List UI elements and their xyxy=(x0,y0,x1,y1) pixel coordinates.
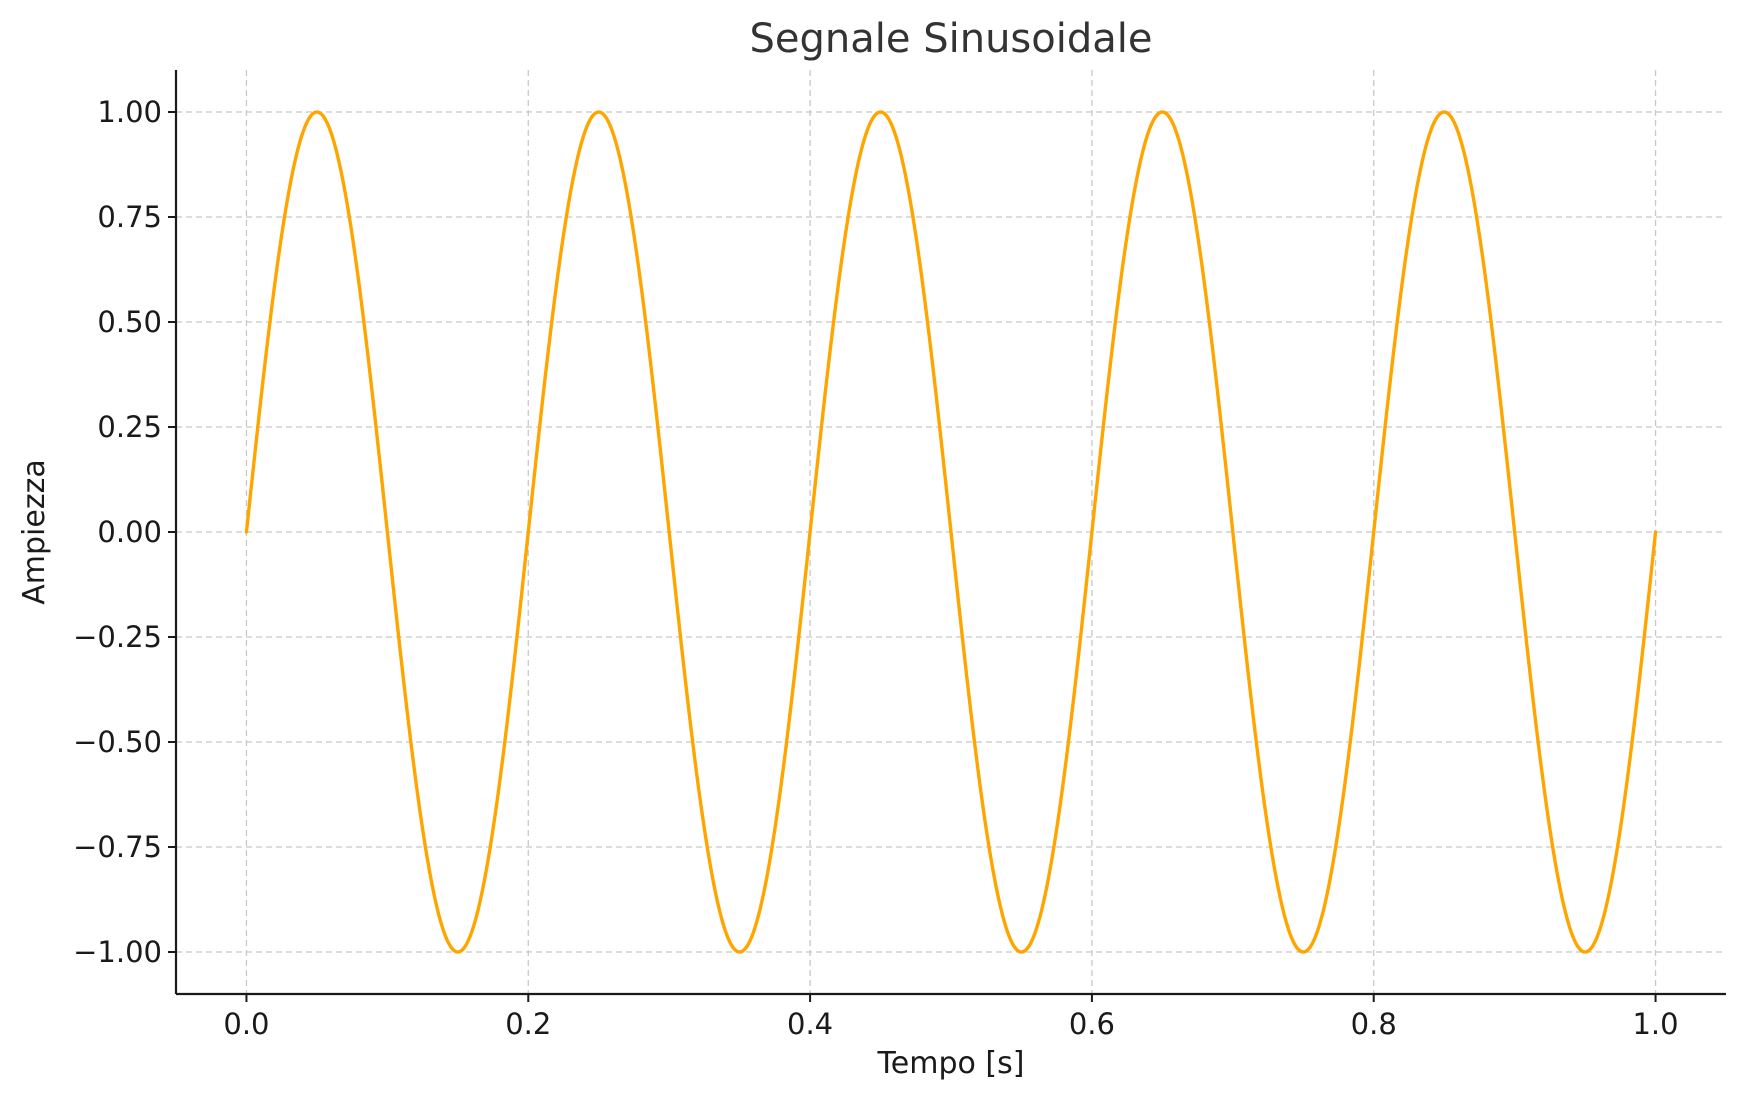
x-ticks: 0.0 0.2 0.4 0.6 0.8 1.0 xyxy=(223,994,1679,1041)
x-tick-label: 0.0 xyxy=(223,1007,269,1041)
x-tick-label: 1.0 xyxy=(1632,1007,1678,1041)
y-tick-label: −1.00 xyxy=(73,935,162,969)
x-tick-label: 0.4 xyxy=(787,1007,833,1041)
x-tick-label: 0.8 xyxy=(1351,1007,1397,1041)
y-tick-label: 0.25 xyxy=(97,410,162,444)
sine-wave-line xyxy=(244,110,1658,954)
y-tick-label: −0.75 xyxy=(73,830,162,864)
y-tick-label: 1.00 xyxy=(97,95,162,129)
y-tick-label: 0.00 xyxy=(97,515,162,549)
y-axis-label: Ampiezza xyxy=(17,459,52,604)
chart-title: Segnale Sinusoidale xyxy=(750,16,1153,62)
y-tick-label: −0.50 xyxy=(73,725,162,759)
y-tick-label: −0.25 xyxy=(73,620,162,654)
y-tick-label: 0.75 xyxy=(97,200,162,234)
x-tick-label: 0.2 xyxy=(505,1007,551,1041)
x-axis-label: Tempo [s] xyxy=(877,1046,1025,1081)
x-tick-label: 0.6 xyxy=(1069,1007,1115,1041)
y-tick-label: 0.50 xyxy=(97,305,162,339)
series-layer xyxy=(244,110,1658,954)
y-ticks: 1.00 0.75 0.50 0.25 0.00 −0.25 −0.50 −0.75 −1.00 xyxy=(73,95,176,969)
